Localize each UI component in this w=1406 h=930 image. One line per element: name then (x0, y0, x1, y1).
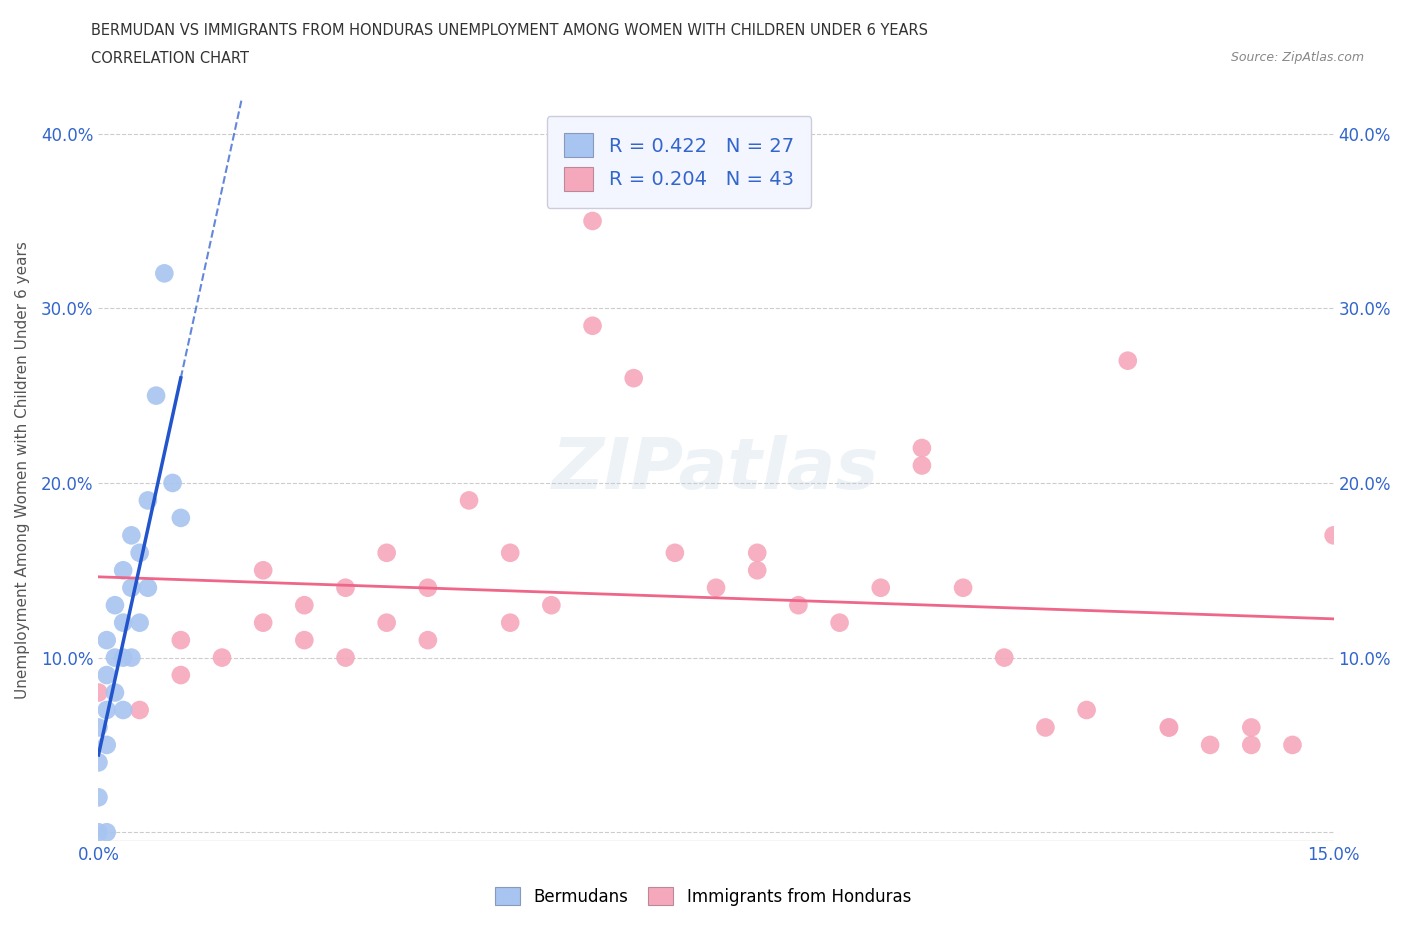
Point (1323, 528, 1346, 543)
Point (170, 632, 193, 647)
Text: BERMUDAN VS IMMIGRANTS FROM HONDURAS UNEMPLOYMENT AMONG WOMEN WITH CHILDREN UNDE: BERMUDAN VS IMMIGRANTS FROM HONDURAS UNE… (91, 23, 928, 38)
Point (292, 632, 315, 647)
Point (153, 266, 176, 281)
Point (96, 668, 118, 683)
Point (136, 493, 159, 508)
Point (1157, 720, 1180, 735)
Point (292, 598, 315, 613)
Point (1076, 702, 1098, 717)
Point (911, 458, 934, 473)
Point (87, 825, 110, 840)
Point (1199, 737, 1222, 752)
Point (96, 737, 118, 752)
Point (128, 702, 150, 717)
Point (87, 720, 110, 735)
Point (664, 545, 686, 560)
Point (1157, 720, 1180, 735)
Point (581, 318, 603, 333)
Point (112, 650, 135, 665)
Point (1240, 720, 1263, 735)
Y-axis label: Unemployment Among Women with Children Under 6 years: Unemployment Among Women with Children U… (15, 241, 30, 698)
Point (499, 616, 522, 631)
Point (104, 650, 127, 665)
Point (87, 790, 110, 804)
Point (747, 563, 769, 578)
Point (747, 545, 769, 560)
Point (112, 563, 135, 578)
Point (104, 598, 127, 613)
Point (211, 650, 233, 665)
Point (112, 616, 135, 631)
Point (869, 580, 891, 595)
Point (787, 598, 810, 613)
Legend: R = 0.422   N = 27, R = 0.204   N = 43: R = 0.422 N = 27, R = 0.204 N = 43 (547, 116, 811, 208)
Point (120, 580, 142, 595)
Point (128, 545, 150, 560)
Point (87, 685, 110, 700)
Point (540, 598, 562, 613)
Point (120, 528, 142, 543)
Point (252, 563, 274, 578)
Point (375, 616, 398, 631)
Point (112, 702, 135, 717)
Point (335, 580, 357, 595)
Point (499, 545, 522, 560)
Text: Source: ZipAtlas.com: Source: ZipAtlas.com (1230, 51, 1364, 64)
Point (136, 580, 159, 595)
Point (952, 580, 974, 595)
Point (104, 685, 127, 700)
Point (911, 441, 934, 456)
Point (1281, 737, 1303, 752)
Point (87, 755, 110, 770)
Point (252, 616, 274, 631)
Point (120, 650, 142, 665)
Point (96, 825, 118, 840)
Point (96, 632, 118, 647)
Point (96, 702, 118, 717)
Point (335, 650, 357, 665)
Point (1116, 353, 1139, 368)
Point (704, 580, 727, 595)
Point (1240, 737, 1263, 752)
Point (993, 650, 1015, 665)
Point (145, 388, 167, 403)
Point (1035, 720, 1057, 735)
Text: CORRELATION CHART: CORRELATION CHART (91, 51, 249, 66)
Legend: Bermudans, Immigrants from Honduras: Bermudans, Immigrants from Honduras (488, 881, 918, 912)
Point (416, 632, 439, 647)
Point (828, 616, 851, 631)
Point (581, 214, 603, 229)
Point (623, 371, 645, 386)
Point (170, 668, 193, 683)
Point (170, 511, 193, 525)
Point (162, 475, 184, 490)
Point (375, 545, 398, 560)
Text: ZIPatlas: ZIPatlas (553, 435, 880, 504)
Point (458, 493, 481, 508)
Point (416, 580, 439, 595)
Point (128, 616, 150, 631)
